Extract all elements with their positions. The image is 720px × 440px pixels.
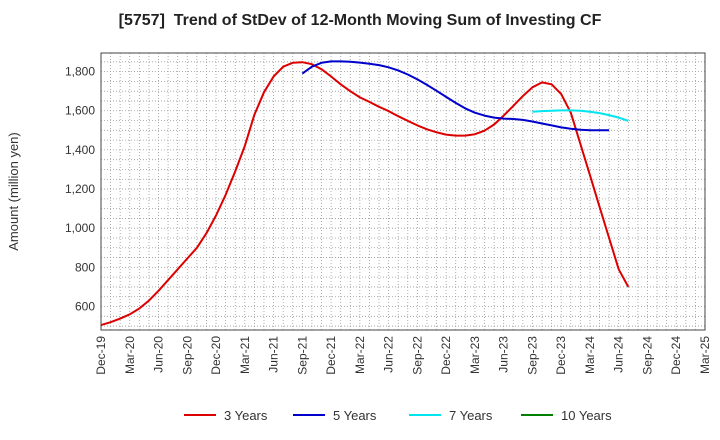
y-tick-label: 1,600: [65, 104, 95, 118]
x-tick-label: Mar-22: [353, 336, 367, 374]
y-axis: 600 800 1,000 1,200 1,400 1,600 1,800: [65, 65, 95, 314]
x-tick-label: Dec-23: [554, 336, 568, 375]
x-axis: Dec-19 Mar-20 Jun-20 Sep-20 Dec-20 Mar-21 Jun-…: [94, 336, 712, 375]
x-tick-label: Jun-20: [152, 336, 166, 373]
legend-label: 3 Years: [224, 408, 268, 423]
x-tick-label: Sep-21: [295, 336, 309, 375]
y-tick-label: 1,000: [65, 221, 95, 235]
x-tick-label: Sep-20: [180, 336, 194, 375]
x-tick-label: Mar-25: [698, 336, 712, 374]
x-tick-label: Dec-20: [209, 336, 223, 375]
x-tick-label: Jun-23: [497, 336, 511, 373]
y-tick-label: 800: [75, 260, 95, 274]
x-tick-label: Mar-20: [123, 336, 137, 374]
x-tick-label: Dec-19: [94, 336, 108, 375]
legend-label: 10 Years: [561, 408, 612, 423]
legend-label: 5 Years: [333, 408, 377, 423]
x-tick-label: Jun-22: [382, 336, 396, 373]
x-tick-label: Jun-24: [612, 336, 626, 373]
plot-area: [100, 52, 706, 331]
series-line: [301, 60, 610, 132]
x-tick-label: Sep-22: [410, 336, 424, 375]
series-line: [100, 61, 630, 327]
x-tick-label: Dec-21: [324, 336, 338, 375]
x-tick-label: Sep-23: [525, 336, 539, 375]
y-axis-label: Amount (million yen): [6, 132, 21, 251]
y-tick-label: 1,800: [65, 65, 95, 79]
grid: [100, 53, 706, 330]
x-tick-label: Dec-22: [439, 336, 453, 375]
series-lines: [100, 60, 630, 327]
x-tick-label: Mar-24: [583, 336, 597, 374]
x-tick-label: Dec-24: [669, 336, 683, 375]
x-tick-label: Mar-21: [238, 336, 252, 374]
chart-title: [5757] Trend of StDev of 12-Month Moving…: [118, 12, 602, 29]
x-tick-label: Mar-23: [468, 336, 482, 374]
y-tick-label: 1,200: [65, 182, 95, 196]
y-tick-label: 600: [75, 300, 95, 314]
y-tick-label: 1,400: [65, 143, 95, 157]
x-tick-label: Sep-24: [640, 336, 654, 375]
x-tick-label: Jun-21: [267, 336, 281, 373]
legend-label: 7 Years: [449, 408, 493, 423]
legend: 3 Years 5 Years 7 Years 10 Years: [184, 408, 612, 423]
series-line: [532, 109, 629, 122]
